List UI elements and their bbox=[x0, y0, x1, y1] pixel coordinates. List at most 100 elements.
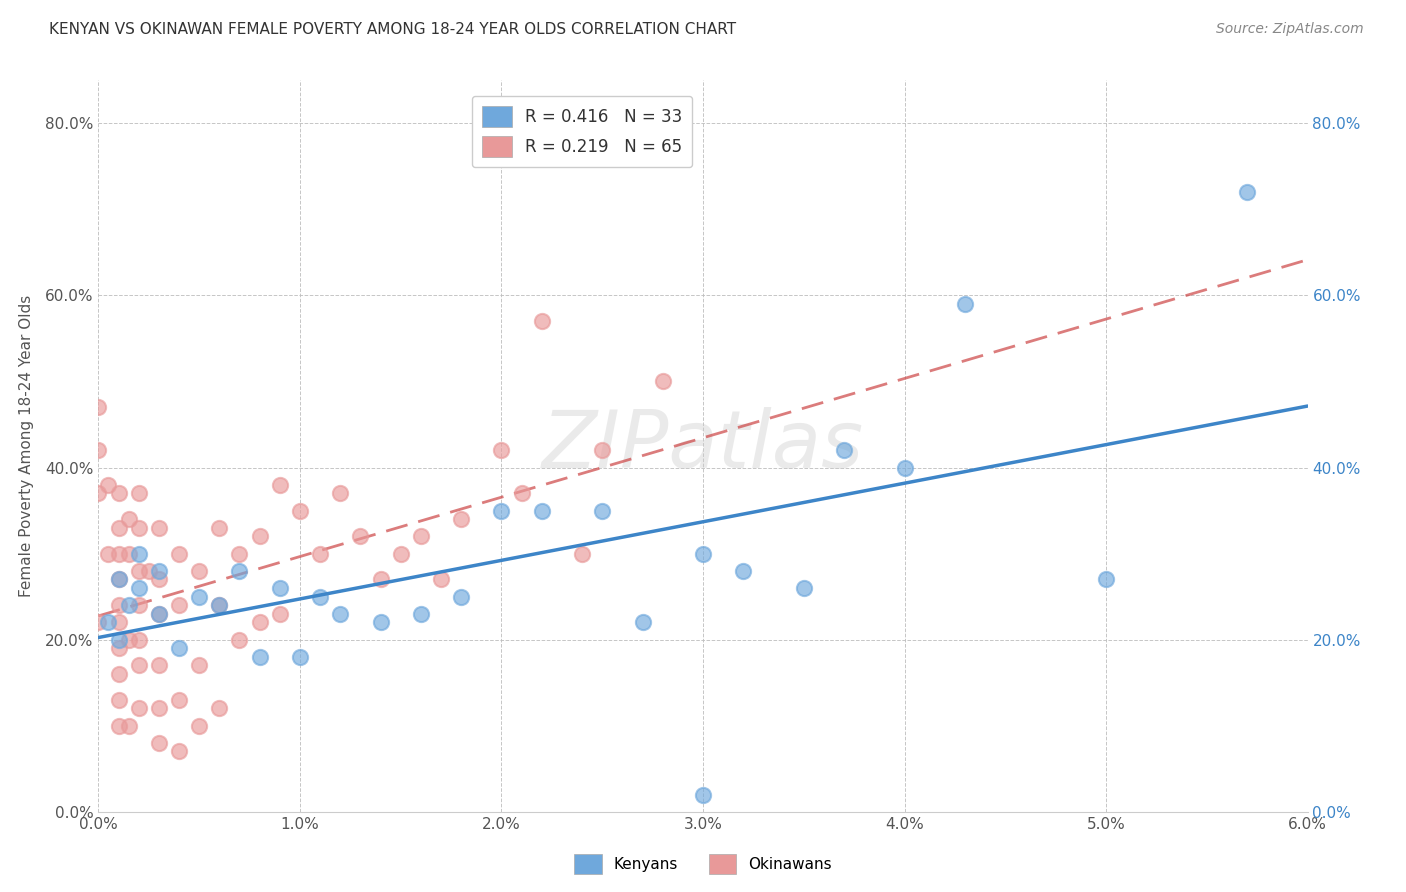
Point bbox=[288, 649, 311, 664]
Point bbox=[208, 701, 231, 715]
Point bbox=[128, 521, 150, 535]
Point bbox=[148, 564, 170, 578]
Point bbox=[87, 443, 110, 458]
Point bbox=[128, 701, 150, 715]
Point bbox=[631, 615, 654, 630]
Point bbox=[167, 641, 190, 656]
Point bbox=[107, 547, 129, 561]
Point bbox=[651, 375, 673, 389]
Point bbox=[692, 547, 714, 561]
Point bbox=[128, 581, 150, 595]
Point bbox=[107, 632, 129, 647]
Point bbox=[329, 607, 352, 621]
Point bbox=[188, 658, 211, 673]
Point bbox=[97, 477, 120, 491]
Point bbox=[288, 503, 311, 517]
Point bbox=[370, 615, 392, 630]
Point bbox=[228, 564, 250, 578]
Point bbox=[329, 486, 352, 500]
Point bbox=[1095, 573, 1118, 587]
Point bbox=[148, 573, 170, 587]
Point bbox=[128, 486, 150, 500]
Legend: Kenyans, Okinawans: Kenyans, Okinawans bbox=[568, 848, 838, 880]
Point bbox=[228, 632, 250, 647]
Point bbox=[309, 590, 332, 604]
Point bbox=[148, 607, 170, 621]
Point bbox=[148, 658, 170, 673]
Point bbox=[97, 615, 120, 630]
Point bbox=[188, 590, 211, 604]
Point bbox=[97, 547, 120, 561]
Point bbox=[128, 547, 150, 561]
Point bbox=[491, 503, 513, 517]
Point bbox=[118, 547, 141, 561]
Legend: R = 0.416   N = 33, R = 0.219   N = 65: R = 0.416 N = 33, R = 0.219 N = 65 bbox=[472, 96, 692, 167]
Point bbox=[167, 598, 190, 612]
Point bbox=[128, 598, 150, 612]
Point bbox=[107, 615, 129, 630]
Point bbox=[591, 503, 613, 517]
Point bbox=[450, 590, 472, 604]
Point bbox=[733, 564, 755, 578]
Point bbox=[793, 581, 815, 595]
Point bbox=[692, 788, 714, 802]
Point bbox=[249, 529, 271, 543]
Point bbox=[249, 615, 271, 630]
Text: Source: ZipAtlas.com: Source: ZipAtlas.com bbox=[1216, 22, 1364, 37]
Point bbox=[167, 744, 190, 758]
Point bbox=[409, 607, 432, 621]
Point bbox=[370, 573, 392, 587]
Point bbox=[128, 564, 150, 578]
Point bbox=[208, 598, 231, 612]
Point bbox=[349, 529, 371, 543]
Point bbox=[138, 564, 160, 578]
Point bbox=[450, 512, 472, 526]
Point bbox=[269, 581, 291, 595]
Point bbox=[228, 547, 250, 561]
Point bbox=[409, 529, 432, 543]
Point bbox=[249, 649, 271, 664]
Point bbox=[208, 598, 231, 612]
Point bbox=[571, 547, 593, 561]
Point bbox=[832, 443, 855, 458]
Point bbox=[107, 641, 129, 656]
Point bbox=[530, 314, 553, 328]
Point bbox=[167, 547, 190, 561]
Point bbox=[118, 632, 141, 647]
Point bbox=[87, 401, 110, 415]
Point bbox=[148, 521, 170, 535]
Text: ZIPatlas: ZIPatlas bbox=[541, 407, 865, 485]
Point bbox=[167, 693, 190, 707]
Point bbox=[893, 460, 915, 475]
Point bbox=[269, 607, 291, 621]
Point bbox=[107, 573, 129, 587]
Y-axis label: Female Poverty Among 18-24 Year Olds: Female Poverty Among 18-24 Year Olds bbox=[18, 295, 34, 597]
Point bbox=[118, 719, 141, 733]
Point bbox=[107, 598, 129, 612]
Point bbox=[107, 719, 129, 733]
Point bbox=[1236, 185, 1258, 199]
Point bbox=[148, 736, 170, 750]
Point bbox=[107, 573, 129, 587]
Point bbox=[269, 477, 291, 491]
Point bbox=[148, 701, 170, 715]
Text: KENYAN VS OKINAWAN FEMALE POVERTY AMONG 18-24 YEAR OLDS CORRELATION CHART: KENYAN VS OKINAWAN FEMALE POVERTY AMONG … bbox=[49, 22, 737, 37]
Point bbox=[208, 521, 231, 535]
Point bbox=[188, 564, 211, 578]
Point bbox=[953, 297, 976, 311]
Point bbox=[118, 598, 141, 612]
Point bbox=[118, 512, 141, 526]
Point bbox=[107, 667, 129, 681]
Point bbox=[107, 521, 129, 535]
Point bbox=[510, 486, 533, 500]
Point bbox=[87, 486, 110, 500]
Point bbox=[430, 573, 453, 587]
Point bbox=[188, 719, 211, 733]
Point bbox=[591, 443, 613, 458]
Point bbox=[148, 607, 170, 621]
Point bbox=[87, 615, 110, 630]
Point bbox=[128, 658, 150, 673]
Point bbox=[309, 547, 332, 561]
Point bbox=[389, 547, 412, 561]
Point bbox=[107, 693, 129, 707]
